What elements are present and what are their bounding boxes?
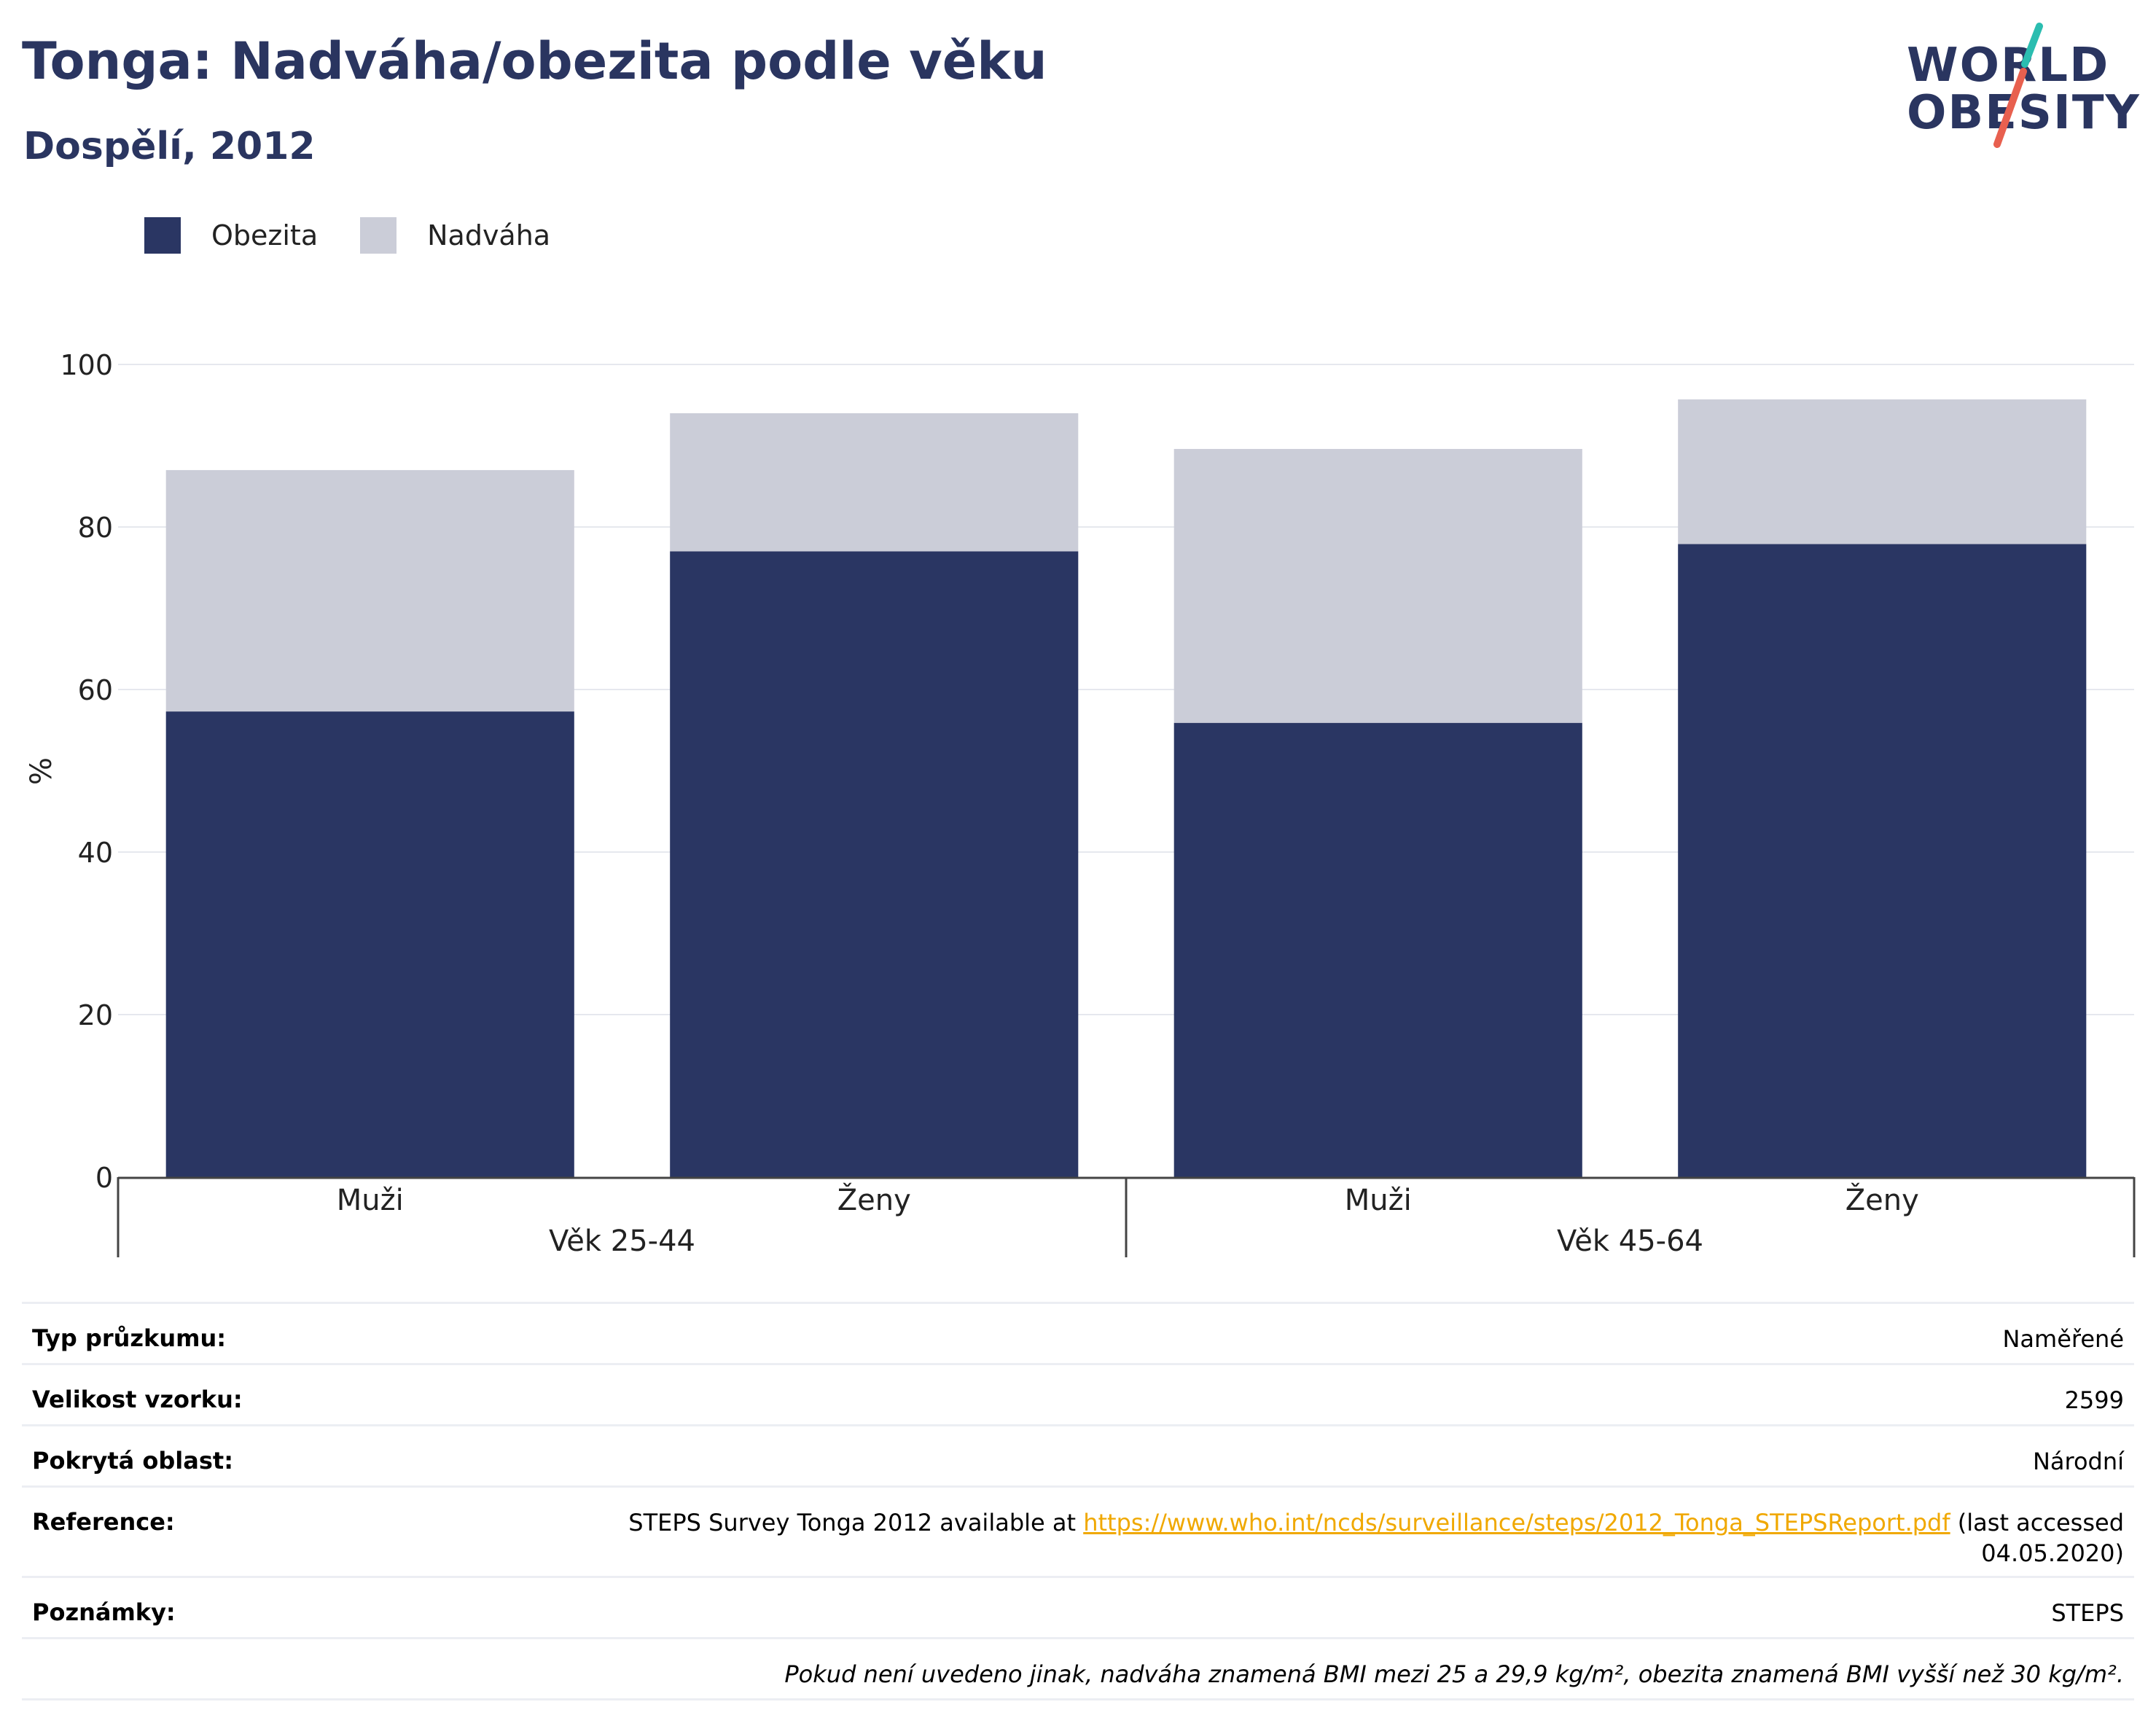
legend-item-obezita[interactable]: Obezita	[144, 217, 318, 254]
meta-row-reference: Reference: STEPS Survey Tonga 2012 avail…	[22, 1485, 2134, 1577]
y-tick-label: 100	[60, 349, 113, 381]
definition-footnote: Pokud není uvedeno jinak, nadváha znamen…	[22, 1637, 2134, 1700]
meta-row-sample-size: Velikost vzorku: 2599	[22, 1363, 2134, 1426]
bar-nadvaha	[670, 413, 1079, 552]
x-tick-label: Ženy	[1846, 1182, 1919, 1217]
group-label: Věk 45-64	[1557, 1225, 1703, 1258]
bar-nadvaha	[1678, 399, 2087, 544]
bar-obezita	[1678, 544, 2087, 1177]
y-axis-label: %	[25, 757, 58, 785]
meta-value: STEPS	[532, 1576, 2134, 1639]
y-tick-label: 60	[78, 674, 113, 706]
stacked-bar-chart: 0 20 40 60 80 100% Muži Ženy Muži Ženy Věk 25-44 Vě…	[25, 349, 2136, 1258]
y-tick-label: 20	[78, 999, 113, 1031]
bar-obezita	[670, 551, 1079, 1177]
meta-key: Poznámky:	[22, 1576, 532, 1639]
meta-value: Naměřené	[532, 1302, 2134, 1364]
meta-key: Reference:	[22, 1485, 532, 1577]
reference-text: STEPS Survey Tonga 2012 available at	[628, 1509, 1084, 1536]
x-tick-label: Muži	[1345, 1184, 1412, 1217]
survey-info-table: Typ průzkumu: Naměřené Velikost vzorku: …	[22, 1302, 2134, 1700]
meta-value: 2599	[532, 1363, 2134, 1426]
chart-title: Tonga: Nadváha/obezita podle věku	[22, 31, 1047, 91]
y-tick-label: 80	[78, 512, 113, 544]
meta-row-survey-type: Typ průzkumu: Naměřené	[22, 1302, 2134, 1364]
y-tick-label: 40	[78, 837, 113, 869]
legend-swatch-nadvaha	[360, 217, 397, 254]
logo-line-2: OBESITY	[1907, 86, 2141, 140]
x-tick-label: Ženy	[837, 1182, 911, 1217]
meta-key: Pokrytá oblast:	[22, 1424, 532, 1487]
meta-row-notes: Poznámky: STEPS	[22, 1576, 2134, 1639]
chart-legend: Obezita Nadváha	[144, 217, 593, 254]
bar-obezita	[1173, 722, 1582, 1177]
legend-label-nadvaha: Nadváha	[427, 219, 551, 251]
legend-swatch-obezita	[144, 217, 181, 254]
bar-nadvaha	[165, 469, 574, 712]
y-tick-label: 0	[95, 1162, 113, 1194]
meta-value: Národní	[532, 1424, 2134, 1487]
bar-nadvaha	[1173, 448, 1582, 723]
meta-key: Typ průzkumu:	[22, 1302, 532, 1364]
meta-row-coverage: Pokrytá oblast: Národní	[22, 1424, 2134, 1487]
world-obesity-logo: WORLD OBESITY	[1902, 20, 2139, 152]
meta-key: Velikost vzorku:	[22, 1363, 532, 1426]
bar-obezita	[165, 711, 574, 1177]
chart-subtitle: Dospělí, 2012	[23, 125, 316, 168]
logo-slash-icon	[1993, 23, 2043, 148]
reference-accessed: (last accessed 04.05.2020)	[1950, 1509, 2124, 1567]
legend-item-nadvaha[interactable]: Nadváha	[360, 217, 550, 254]
meta-row-footnote: Pokud není uvedeno jinak, nadváha znamen…	[22, 1637, 2134, 1700]
logo-line-1: WORLD	[1907, 39, 2110, 93]
group-label: Věk 25-44	[549, 1225, 695, 1258]
legend-label-obezita: Obezita	[211, 219, 319, 251]
x-tick-label: Muži	[337, 1184, 404, 1217]
meta-value: STEPS Survey Tonga 2012 available at htt…	[532, 1485, 2134, 1577]
reference-link[interactable]: https://www.who.int/ncds/surveillance/st…	[1083, 1509, 1950, 1536]
